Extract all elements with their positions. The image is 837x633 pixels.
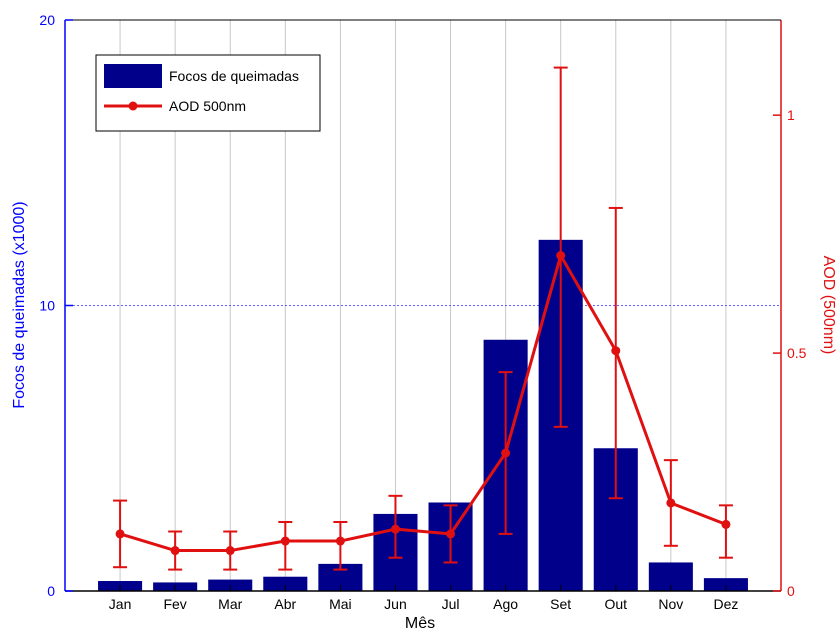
x-tick-label: Mai xyxy=(329,596,352,612)
error-bars xyxy=(113,66,733,571)
line-point xyxy=(335,536,345,546)
x-axis-title: Mês xyxy=(405,615,435,632)
x-tick-label: Ago xyxy=(493,596,518,612)
x-tick-label: Nov xyxy=(658,596,683,612)
x-tick-label: Set xyxy=(550,596,571,612)
axes xyxy=(64,19,782,592)
legend: Focos de queimadas AOD 500nm xyxy=(95,54,321,132)
line-point xyxy=(446,529,456,539)
line-point xyxy=(666,498,676,508)
legend-label-line: AOD 500nm xyxy=(169,98,246,114)
y-tick-label-right: 1 xyxy=(787,107,795,123)
x-tick-label: Jan xyxy=(109,596,132,612)
y-tick-label-left: 0 xyxy=(47,583,55,599)
y-axis-title-right: AOD (500nm) xyxy=(820,256,837,355)
y-tick-label-left: 10 xyxy=(39,298,55,314)
x-tick-label: Fev xyxy=(163,596,186,612)
line-point xyxy=(611,346,621,356)
line-point xyxy=(115,529,125,539)
legend-swatch-bar xyxy=(104,64,162,88)
y-tick-label-left: 20 xyxy=(39,12,55,28)
bar xyxy=(263,576,308,591)
bar xyxy=(703,578,748,591)
legend-swatch-marker xyxy=(128,101,138,111)
line-point xyxy=(280,536,290,546)
line-point xyxy=(501,448,511,458)
line-path xyxy=(119,254,727,553)
line-point xyxy=(721,519,731,529)
legend-label-bar: Focos de queimadas xyxy=(169,68,299,84)
line-point xyxy=(556,251,566,261)
y-axis-title-left: Focos de queimadas (x1000) xyxy=(11,201,28,408)
x-tick-label: Out xyxy=(604,596,627,612)
tick-labels: Jan Fev Mar Abr Mai Jun Jul Ago Set Out Nov Dez0102… xyxy=(39,12,806,612)
x-tick-label: Jul xyxy=(442,596,460,612)
line-series xyxy=(115,251,731,556)
bar-series xyxy=(98,239,748,591)
x-tick-label: Jun xyxy=(384,596,407,612)
line-point xyxy=(390,524,400,534)
x-tick-label: Abr xyxy=(274,596,296,612)
y-tick-label-right: 0 xyxy=(787,583,795,599)
x-tick-label: Dez xyxy=(713,596,738,612)
line-point xyxy=(225,546,235,556)
line-point xyxy=(170,546,180,556)
x-tick-label: Mar xyxy=(218,596,242,612)
y-tick-label-right: 0.5 xyxy=(787,345,807,361)
